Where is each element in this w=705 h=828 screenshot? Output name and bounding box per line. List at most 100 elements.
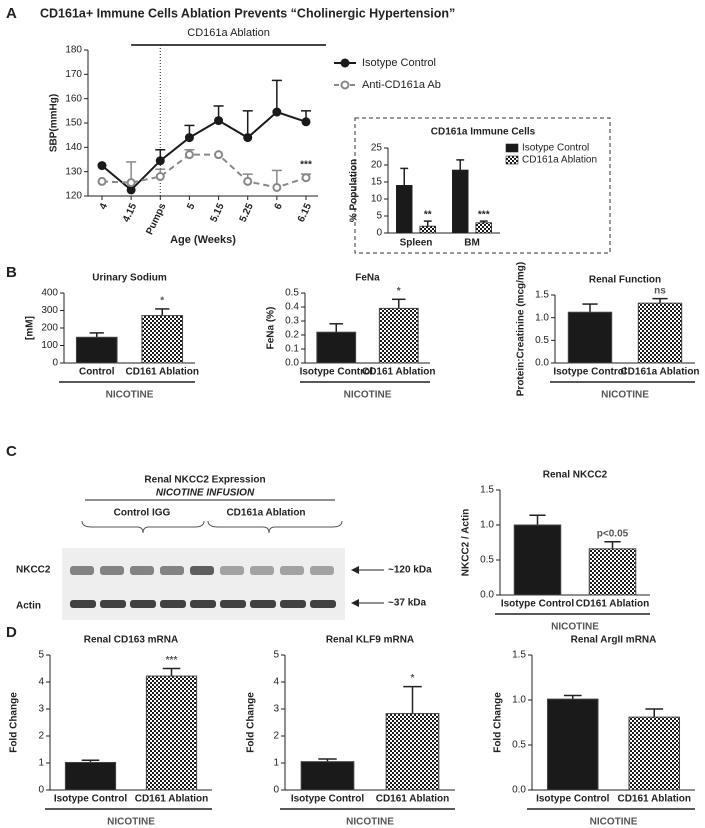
significance: *** bbox=[166, 655, 178, 666]
chart-title: FeNa bbox=[355, 273, 380, 284]
legend-marker bbox=[340, 80, 350, 90]
blot-band bbox=[280, 600, 306, 608]
blot-band bbox=[190, 600, 216, 608]
blot-band bbox=[100, 566, 124, 575]
y-axis-label: SBP(mmHg) bbox=[49, 94, 60, 152]
significance: *** bbox=[478, 210, 490, 221]
x-tick-label: Isotype Control bbox=[536, 794, 610, 805]
panel-label: C bbox=[6, 443, 17, 460]
chart-title: Renal KLF9 mRNA bbox=[326, 635, 414, 646]
y-tick-label: 1.5 bbox=[480, 485, 494, 496]
blot-band bbox=[160, 566, 184, 575]
y-tick-label: 0.2 bbox=[285, 330, 299, 341]
y-tick-label: 1.5 bbox=[512, 650, 526, 661]
y-tick-label: 5 bbox=[38, 650, 44, 661]
legend-swatch bbox=[505, 155, 519, 165]
y-tick-label: 0 bbox=[273, 785, 279, 796]
x-tick-label: CD161a Ablation bbox=[620, 367, 699, 378]
blot-band bbox=[100, 600, 126, 608]
significance: * bbox=[411, 673, 415, 684]
blot-band bbox=[220, 566, 244, 575]
point bbox=[155, 156, 165, 166]
legend-swatch bbox=[505, 143, 519, 153]
bar bbox=[475, 222, 493, 234]
x-tick-label: Isotype Control bbox=[300, 367, 374, 378]
y-axis-label: Fold Change bbox=[246, 692, 257, 753]
bar bbox=[567, 311, 613, 364]
y-tick-label: 0.4 bbox=[285, 302, 299, 313]
bar bbox=[385, 713, 440, 791]
x-tick-label: 6 bbox=[273, 201, 286, 211]
legend-label: Isotype Control bbox=[522, 143, 589, 154]
y-tick-label: 3 bbox=[273, 704, 279, 715]
y-tick-label: 10 bbox=[371, 194, 383, 205]
point bbox=[155, 172, 165, 182]
bar bbox=[141, 315, 184, 364]
blot-band bbox=[310, 600, 336, 608]
y-tick-label: 0 bbox=[52, 358, 58, 369]
x-tick-label: 5.15 bbox=[208, 201, 226, 224]
bar bbox=[513, 524, 562, 596]
group-label: NICOTINE bbox=[346, 817, 394, 828]
bar bbox=[300, 761, 355, 791]
panel-label: B bbox=[6, 264, 17, 281]
x-tick-label: 6.15 bbox=[296, 201, 314, 224]
bar bbox=[628, 716, 681, 791]
y-axis-label: Protein:Creatinine (mcg/mg) bbox=[516, 262, 527, 396]
blot-band bbox=[130, 600, 156, 608]
blot-group: Control IGG bbox=[114, 508, 171, 519]
bar bbox=[378, 307, 419, 364]
panel-label: D bbox=[6, 624, 17, 641]
point bbox=[126, 185, 136, 195]
y-axis-label: Fold Change bbox=[493, 692, 504, 753]
y-tick-label: 0.0 bbox=[512, 785, 526, 796]
blot-group: CD161a Ablation bbox=[226, 508, 305, 519]
group-label: NICOTINE bbox=[344, 390, 392, 401]
y-tick-label: 400 bbox=[41, 288, 58, 299]
y-tick-label: 3 bbox=[38, 704, 44, 715]
y-tick-label: 2 bbox=[38, 731, 44, 742]
significance: ** bbox=[424, 210, 432, 221]
y-tick-label: 25 bbox=[371, 143, 383, 154]
bar bbox=[145, 675, 198, 791]
legend-marker bbox=[340, 58, 350, 68]
y-tick-label: 120 bbox=[65, 191, 82, 202]
blot-title: Renal NKCC2 Expression bbox=[144, 475, 265, 486]
x-tick-label: CD161 Ablation bbox=[617, 794, 691, 805]
panel-label: A bbox=[6, 5, 17, 22]
blot-band bbox=[70, 566, 94, 575]
y-tick-label: 0 bbox=[38, 785, 44, 796]
y-tick-label: 0.0 bbox=[480, 590, 494, 601]
y-tick-label: 1.0 bbox=[535, 312, 549, 323]
significance: *** bbox=[300, 160, 312, 171]
y-tick-label: 0.5 bbox=[535, 335, 549, 346]
y-tick-label: 200 bbox=[41, 323, 58, 334]
y-tick-label: 1.0 bbox=[480, 520, 494, 531]
x-tick-label: Isotype Control bbox=[501, 599, 575, 610]
y-axis-label: NKCC2 / Actin bbox=[461, 509, 472, 576]
point bbox=[272, 107, 282, 117]
x-tick-label: Spleen bbox=[400, 238, 433, 249]
significance: * bbox=[397, 286, 401, 297]
x-axis-label: Age (Weeks) bbox=[170, 234, 236, 246]
x-tick-label: CD161 Ablation bbox=[376, 794, 450, 805]
point bbox=[243, 133, 253, 143]
point bbox=[126, 178, 136, 188]
series-line bbox=[101, 153, 307, 189]
group-label: NICOTINE bbox=[107, 817, 155, 828]
bar bbox=[395, 184, 413, 234]
group-label: NICOTINE bbox=[106, 390, 154, 401]
blot-band bbox=[190, 566, 214, 575]
figure-title: CD161a+ Immune Cells Ablation Prevents “… bbox=[40, 6, 455, 20]
significance: * bbox=[160, 296, 164, 307]
y-tick-label: 150 bbox=[65, 118, 82, 129]
x-tick-label: BM bbox=[464, 238, 480, 249]
blot-band bbox=[220, 600, 246, 608]
point bbox=[301, 173, 311, 183]
y-axis-label: FeNa (%) bbox=[266, 307, 277, 350]
y-axis-label: Fold Change bbox=[9, 692, 20, 753]
blot-membrane bbox=[62, 548, 345, 620]
blot-brace bbox=[81, 520, 205, 534]
blot-row-label: Actin bbox=[16, 601, 41, 612]
chart-title: Urinary Sodium bbox=[92, 273, 167, 284]
